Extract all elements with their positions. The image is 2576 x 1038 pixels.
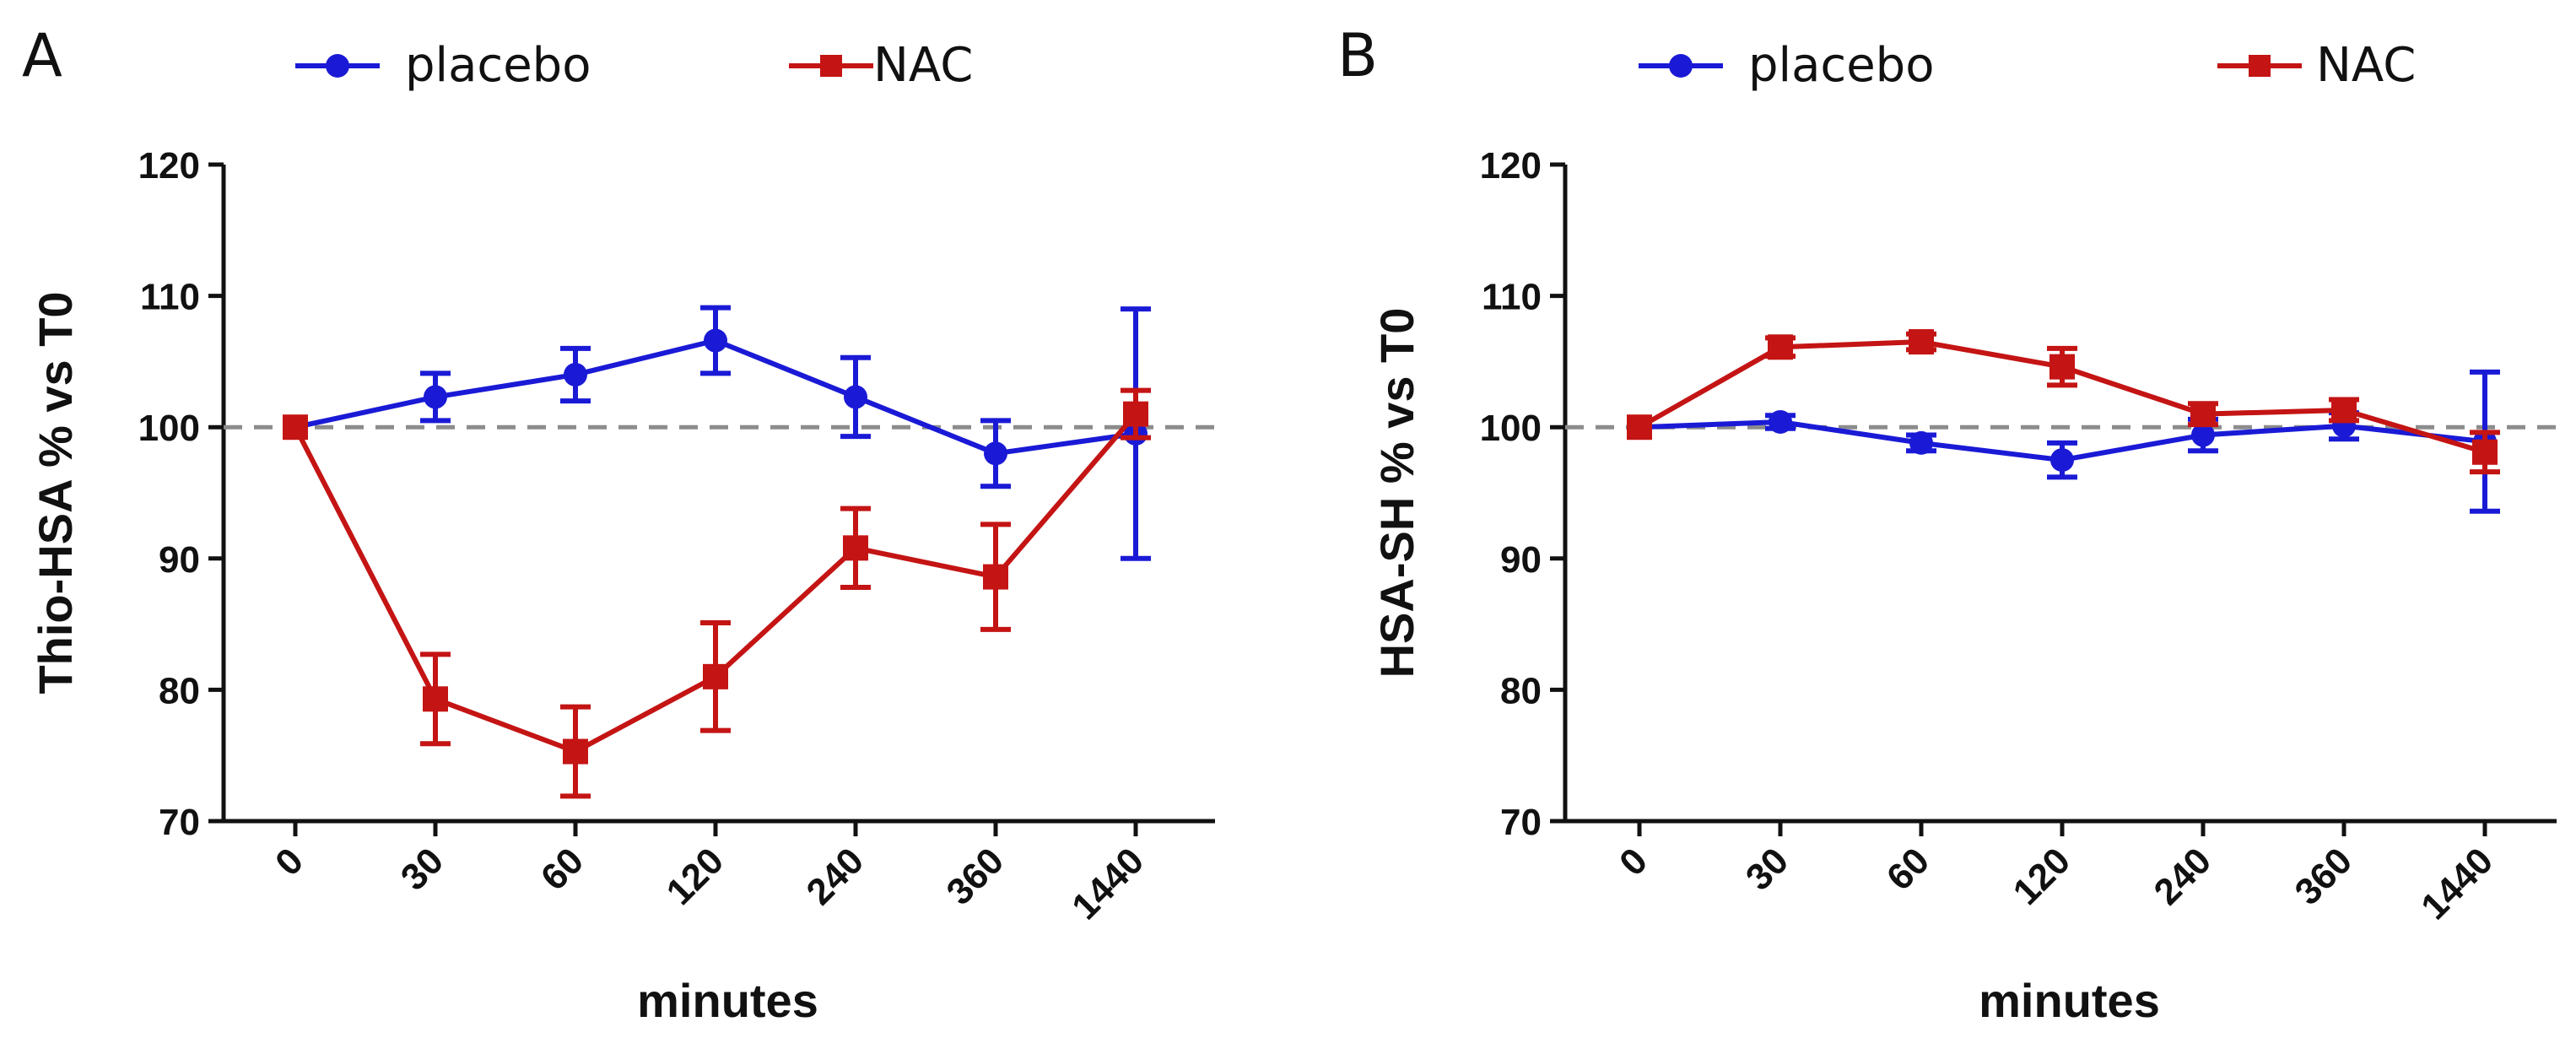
data-point	[563, 738, 588, 765]
y-tick-label: 80	[1500, 670, 1542, 711]
data-point	[2331, 397, 2357, 423]
data-point	[1768, 334, 1793, 360]
y-axis-title: Thio-HSA % vs T0	[29, 291, 82, 694]
y-tick-label: 100	[138, 408, 200, 449]
data-point	[283, 414, 308, 441]
legend-item-nac: NAC	[2217, 38, 2416, 93]
y-tick-label: 120	[1480, 145, 1542, 187]
legend-marker	[1669, 54, 1693, 78]
series-placebo	[1628, 369, 2500, 514]
legend-label: placebo	[405, 38, 591, 93]
data-point	[984, 441, 1007, 466]
y-tick-label: 70	[1500, 802, 1542, 843]
x-tick-label: 60	[1879, 840, 1937, 898]
y-tick-label: 80	[159, 670, 200, 711]
y-axis-title: HSA-SH % vs T0	[1370, 308, 1423, 678]
data-point	[844, 385, 867, 409]
data-point	[1769, 409, 1792, 434]
legend-item-placebo: placebo	[1639, 38, 1934, 93]
legend-label: NAC	[873, 38, 973, 93]
legend-marker	[2249, 55, 2271, 77]
y-tick-label: 90	[159, 539, 200, 581]
series-nac	[283, 387, 1151, 799]
y-tick-label: 90	[1500, 539, 1542, 581]
data-point	[564, 362, 587, 387]
data-point	[2190, 401, 2216, 427]
x-tick-label: 30	[393, 840, 451, 898]
data-point	[1123, 401, 1148, 427]
series-nac	[1627, 329, 2500, 475]
data-point	[703, 663, 728, 689]
data-point	[983, 564, 1008, 590]
data-point	[2191, 423, 2215, 447]
data-point	[1909, 430, 1933, 455]
x-tick-label: 120	[659, 840, 732, 913]
panel-letter: B	[1337, 21, 1378, 90]
data-point	[423, 686, 448, 712]
x-tick-label: 0	[267, 840, 311, 884]
x-tick-label: 360	[939, 840, 1013, 913]
x-tick-label: 60	[533, 840, 591, 898]
y-tick-label: 70	[159, 802, 200, 843]
data-point	[1627, 414, 1652, 441]
y-tick-label: 110	[1482, 277, 1542, 318]
x-tick-label: 240	[799, 840, 872, 913]
y-tick-label: 120	[138, 145, 200, 187]
legend-item-placebo: placebo	[295, 38, 591, 93]
x-tick-label: 30	[1738, 840, 1796, 898]
x-tick-label: 120	[2006, 840, 2079, 913]
data-point	[2472, 439, 2498, 465]
x-axis-title: minutes	[1979, 974, 2160, 1027]
legend-marker	[820, 55, 842, 77]
x-tick-label: 240	[2147, 840, 2220, 913]
x-tick-label: 0	[1612, 840, 1655, 884]
data-point	[2049, 354, 2075, 380]
x-axis-title: minutes	[637, 974, 818, 1027]
data-point	[1909, 329, 1934, 355]
legend-marker	[326, 54, 349, 78]
y-tick-label: 100	[1480, 408, 1542, 449]
series-placebo	[284, 305, 1151, 561]
x-tick-label: 1440	[1064, 840, 1152, 927]
legend-label: placebo	[1748, 38, 1934, 93]
data-point	[843, 535, 868, 561]
x-tick-label: 1440	[2413, 840, 2501, 927]
y-tick-label: 110	[140, 277, 200, 318]
data-point	[704, 328, 727, 353]
data-point	[424, 385, 447, 409]
panel-letter: A	[22, 21, 62, 90]
data-point	[2050, 448, 2074, 473]
x-tick-label: 360	[2287, 840, 2361, 913]
legend-item-nac: NAC	[789, 38, 973, 93]
legend-label: NAC	[2316, 38, 2416, 93]
